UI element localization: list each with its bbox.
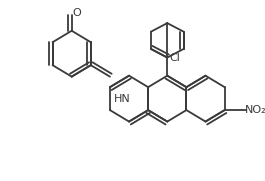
Text: Cl: Cl xyxy=(170,52,180,62)
Text: HN: HN xyxy=(114,94,131,104)
Text: O: O xyxy=(72,8,81,18)
Text: NO₂: NO₂ xyxy=(244,105,265,115)
